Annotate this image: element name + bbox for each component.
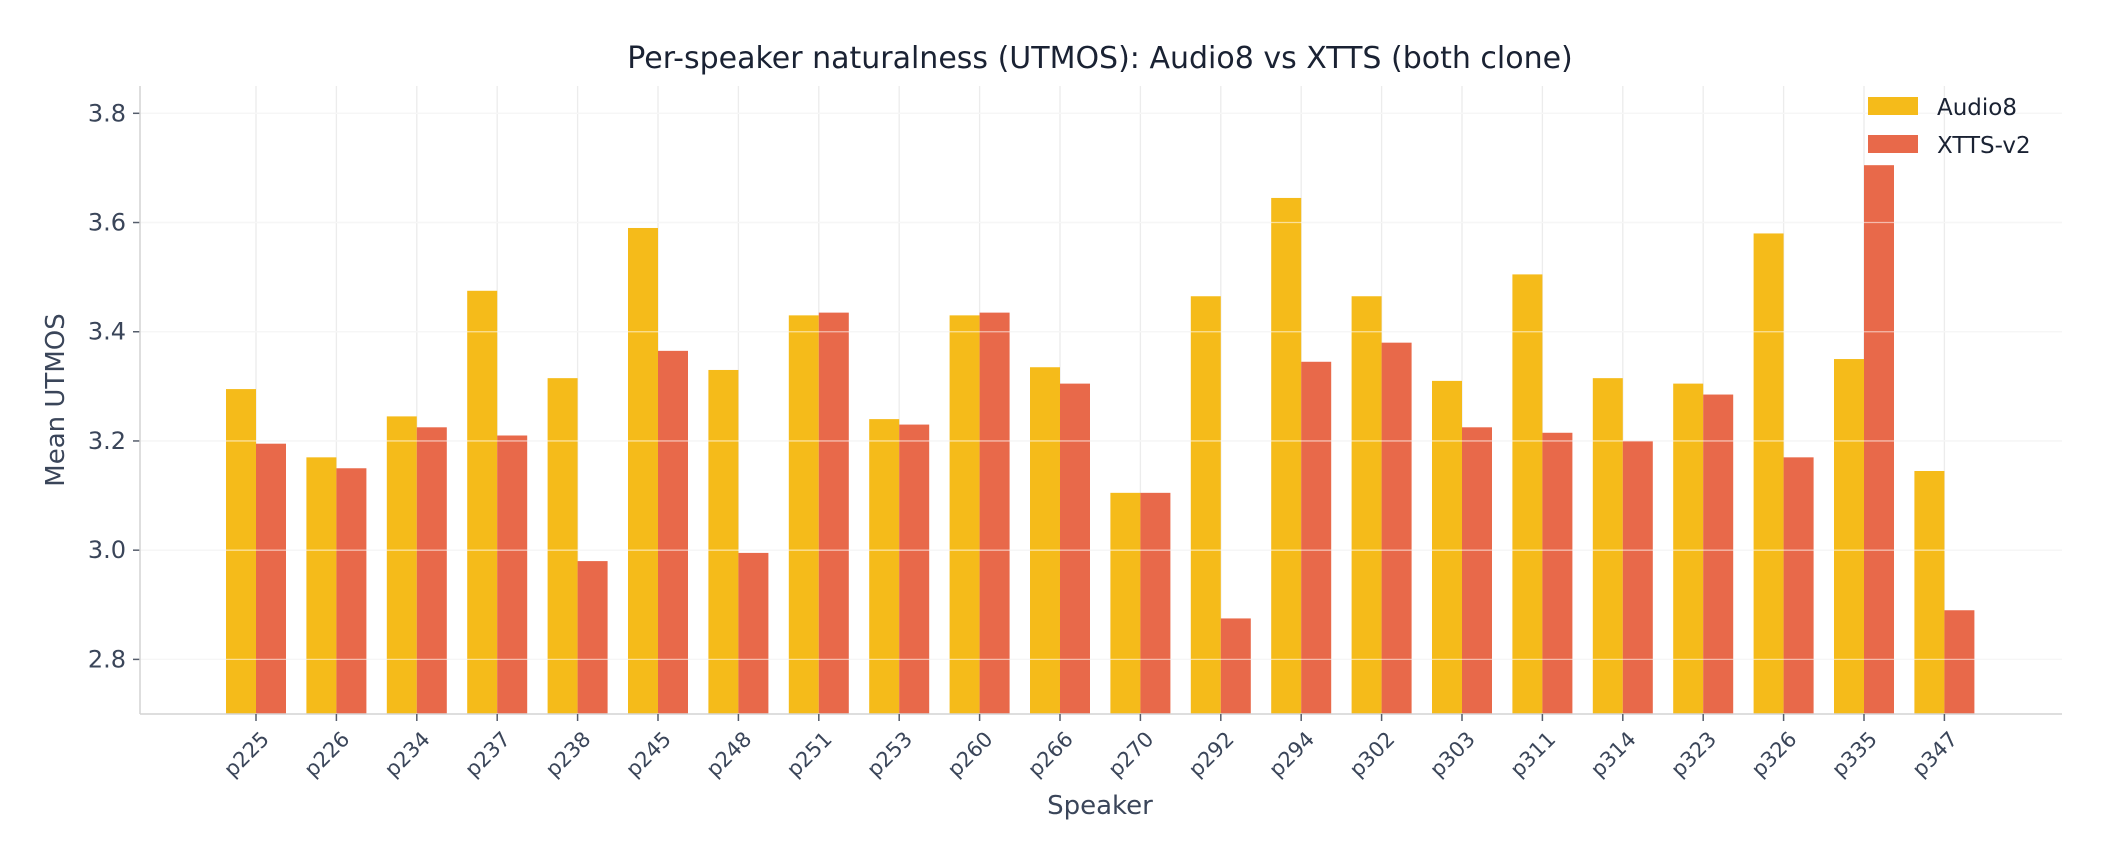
bar-audio8-p294 xyxy=(1271,197,1302,715)
bar-xtts-p314 xyxy=(1622,440,1653,714)
bar-audio8-p292 xyxy=(1190,296,1221,714)
y-axis-label: Mean UTMOS xyxy=(41,313,71,486)
bar-audio8-p260 xyxy=(949,315,980,714)
bar-audio8-p303 xyxy=(1432,380,1462,714)
y-tick-label: 3.4 xyxy=(88,318,126,346)
x-tick-label: p270 xyxy=(1104,727,1159,782)
x-tick-label: p303 xyxy=(1425,727,1480,782)
bar-xtts-p347 xyxy=(1944,610,1975,714)
y-tick-label: 3.2 xyxy=(88,427,126,455)
x-tick-label: p248 xyxy=(702,727,757,782)
legend-label-audio8: Audio8 xyxy=(1937,95,2017,121)
bar-audio8-p311 xyxy=(1512,274,1543,714)
y-tick-label: 3.0 xyxy=(88,536,126,564)
bar-audio8-p270 xyxy=(1110,492,1141,714)
bar-xtts-p225 xyxy=(256,443,286,714)
bar-xtts-p260 xyxy=(979,312,1010,714)
bar-audio8-p225 xyxy=(226,389,256,714)
bar-audio8-p234 xyxy=(386,416,417,714)
x-tick-label: p302 xyxy=(1345,727,1400,782)
bar-xtts-p335 xyxy=(1864,165,1894,714)
y-tick-label: 3.6 xyxy=(88,209,126,237)
bar-xtts-p234 xyxy=(416,427,447,714)
bar-xtts-p253 xyxy=(899,424,930,714)
x-tick-label: p237 xyxy=(460,727,515,782)
x-tick-label: p226 xyxy=(300,727,355,782)
bar-xtts-p311 xyxy=(1542,432,1573,714)
bar-xtts-p226 xyxy=(336,468,367,714)
x-tick-label: p253 xyxy=(862,727,917,782)
bar-xtts-p238 xyxy=(577,561,608,714)
bar-xtts-p245 xyxy=(658,350,688,714)
x-tick-label: p225 xyxy=(219,727,274,782)
x-tick-label: p311 xyxy=(1506,727,1561,782)
x-tick-label: p238 xyxy=(541,727,596,782)
bar-audio8-p302 xyxy=(1351,296,1382,714)
bar-audio8-p335 xyxy=(1834,359,1864,714)
x-tick-label: p314 xyxy=(1586,727,1641,782)
bar-xtts-p248 xyxy=(738,552,769,714)
bar-audio8-p326 xyxy=(1753,233,1784,714)
x-axis-label: Speaker xyxy=(1047,791,1153,821)
x-tick-label: p234 xyxy=(380,727,435,782)
bar-audio8-p251 xyxy=(788,315,819,714)
bar-audio8-p245 xyxy=(628,227,658,714)
bar-xtts-p270 xyxy=(1140,492,1171,714)
bar-xtts-p303 xyxy=(1462,427,1492,714)
bar-audio8-p314 xyxy=(1592,378,1623,714)
bar-xtts-p251 xyxy=(818,312,849,714)
x-tick-label: p245 xyxy=(621,727,676,782)
bar-audio8-p323 xyxy=(1673,383,1704,714)
legend-label-xtts: XTTS-v2 xyxy=(1937,133,2031,159)
x-tick-label: p292 xyxy=(1184,727,1239,782)
x-tick-label: p347 xyxy=(1908,727,1963,782)
x-tick-label: p251 xyxy=(782,727,837,782)
x-tick-label: p326 xyxy=(1747,727,1802,782)
bar-audio8-p347 xyxy=(1914,470,1945,714)
bar-audio8-p238 xyxy=(547,378,578,714)
bar-audio8-p237 xyxy=(467,290,498,714)
legend-swatch-xtts xyxy=(1868,135,1918,153)
bar-audio8-p248 xyxy=(708,369,739,714)
bar-xtts-p323 xyxy=(1703,394,1734,714)
bar-xtts-p292 xyxy=(1220,618,1251,714)
bar-xtts-p326 xyxy=(1783,457,1814,714)
x-tick-label: p335 xyxy=(1827,727,1882,782)
bar-audio8-p253 xyxy=(869,419,900,714)
legend-swatch-audio8 xyxy=(1868,97,1918,115)
legend: Audio8 XTTS-v2 xyxy=(1868,95,2031,159)
x-tick-label: p266 xyxy=(1023,727,1078,782)
bar-audio8-p226 xyxy=(306,457,337,714)
bars xyxy=(140,112,2062,715)
x-tick-label: p260 xyxy=(943,727,998,782)
y-tick-label: 2.8 xyxy=(88,645,126,673)
bar-xtts-p302 xyxy=(1381,342,1412,714)
bar-xtts-p266 xyxy=(1060,383,1090,714)
bar-xtts-p294 xyxy=(1301,361,1332,714)
x-tick-label: p323 xyxy=(1666,727,1721,782)
bar-audio8-p266 xyxy=(1030,367,1060,714)
chart-title: Per-speaker naturalness (UTMOS): Audio8 … xyxy=(627,41,1573,76)
y-tick-label: 3.8 xyxy=(88,99,126,127)
x-tick-label: p294 xyxy=(1264,727,1319,782)
bar-xtts-p237 xyxy=(497,435,528,714)
